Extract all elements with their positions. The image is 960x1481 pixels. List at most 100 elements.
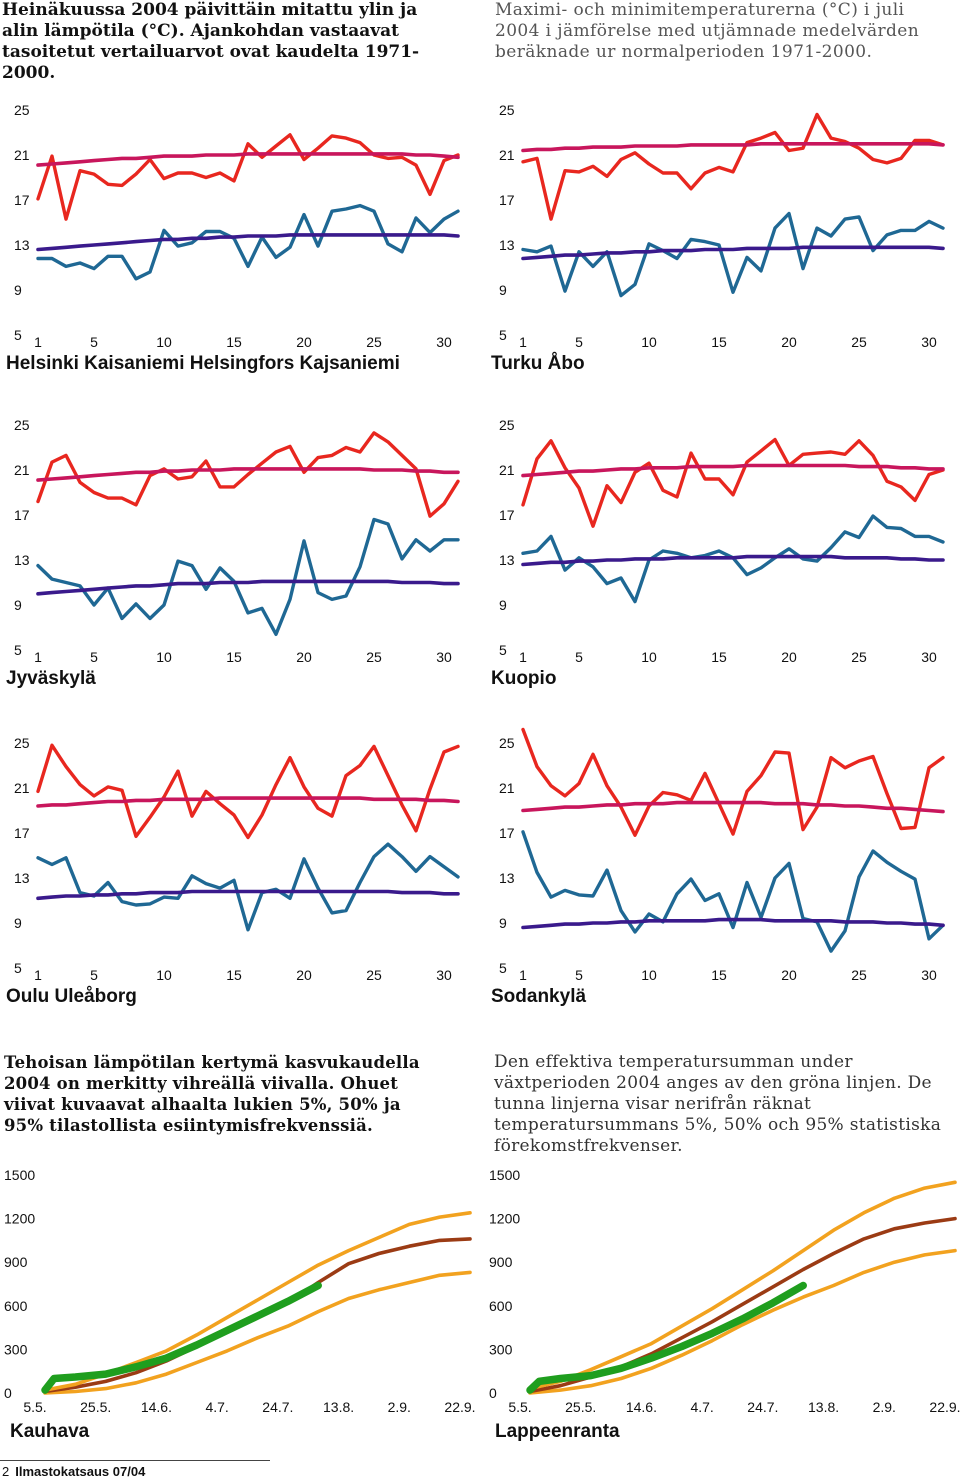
- y-tick-label: 9: [14, 597, 22, 613]
- series-min-line: [521, 211, 945, 298]
- chart-lappeenranta: 1500 1200 900 600 300 0 5.5. 25.5. 14.6. 4.7. 24.7…: [485, 1160, 960, 1460]
- caption-fi-top: Heinäkuussa 2004 päivittäin mitattu ylin…: [2, 0, 420, 83]
- series-normal-min-line: [521, 917, 945, 930]
- y-tick-label: 9: [14, 282, 22, 298]
- series-normal-max-line: [36, 467, 460, 482]
- x-tick-label: 25: [366, 967, 382, 983]
- series-min-line: [36, 517, 460, 637]
- x-tick-label: 10: [641, 334, 657, 350]
- station-label: Sodankylä: [491, 986, 587, 1007]
- x-tick-label: 13.8.: [323, 1399, 354, 1415]
- station-label: Oulu Uleåborg: [6, 986, 137, 1007]
- x-tick-label: 14.6.: [626, 1399, 657, 1415]
- x-tick-label: 20: [781, 649, 797, 665]
- series-min-line: [36, 203, 460, 281]
- series-normal-min-line: [521, 245, 945, 261]
- x-tick-label: 5.5.: [508, 1399, 531, 1415]
- x-tick-label: 10: [641, 967, 657, 983]
- x-tick-label: 15: [226, 649, 242, 665]
- y-tick-label: 0: [489, 1385, 497, 1401]
- y-tick-label: 13: [499, 237, 515, 253]
- x-tick-label: 1: [34, 967, 42, 983]
- chart-sodankyla: 25 21 17 13 9 5 1 5 10 15 20 25 30 Sodankylä: [485, 723, 960, 1023]
- station-label: Helsinki Kaisaniemi Helsingfors Kajsanie…: [6, 353, 400, 374]
- x-tick-label: 4.7.: [205, 1399, 228, 1415]
- y-tick-label: 1200: [4, 1211, 35, 1227]
- x-tick-label: 15: [226, 967, 242, 983]
- caption-fi-middle: Tehoisan lämpötilan kertymä kasvukaudell…: [4, 1053, 420, 1135]
- x-tick-label: 14.6.: [141, 1399, 172, 1415]
- y-tick-label: 17: [14, 825, 30, 841]
- y-tick-label: 1500: [4, 1167, 35, 1183]
- chart-helsinki: 25 21 17 13 9 5 1 5 10 15 20 25 30 Helsinki Kaisaniem…: [0, 90, 480, 390]
- station-label: Kuopio: [491, 668, 557, 689]
- series-normal-max-line: [521, 800, 945, 814]
- y-tick-label: 21: [14, 462, 30, 478]
- x-tick-label: 25.5.: [565, 1399, 596, 1415]
- x-tick-label: 30: [921, 334, 937, 350]
- x-tick-label: 10: [641, 649, 657, 665]
- y-tick-label: 25: [14, 102, 30, 118]
- caption-sv-middle: Den effektiva temperatursumman under väx…: [494, 1052, 942, 1156]
- y-tick-label: 600: [4, 1298, 28, 1314]
- footer: 2 Ilmastokatsaus 07/04: [2, 1464, 145, 1479]
- x-tick-label: 15: [711, 967, 727, 983]
- y-tick-label: 0: [4, 1385, 12, 1401]
- x-tick-label: 1: [519, 334, 527, 350]
- y-tick-label: 17: [499, 825, 515, 841]
- x-tick-label: 10: [156, 649, 172, 665]
- x-tick-label: 5.5.: [23, 1399, 46, 1415]
- y-tick-label: 25: [14, 417, 30, 433]
- y-tick-label: 13: [499, 552, 515, 568]
- chart-kauhava: 1500 1200 900 600 300 0 5.5. 25.5. 14.6. 4.7. 24.7…: [0, 1160, 480, 1460]
- footer-rule: [0, 1460, 270, 1461]
- series-min-line: [36, 842, 460, 932]
- x-tick-label: 5: [90, 967, 98, 983]
- station-label: Kauhava: [10, 1421, 90, 1442]
- station-label: Jyväskylä: [6, 668, 96, 689]
- x-tick-label: 20: [296, 967, 312, 983]
- x-tick-label: 25: [851, 649, 867, 665]
- x-tick-label: 24.7.: [262, 1399, 293, 1415]
- y-tick-label: 9: [499, 597, 507, 613]
- series-normal-min-line: [36, 579, 460, 596]
- series-max-line: [36, 133, 460, 221]
- y-tick-label: 1200: [489, 1211, 520, 1227]
- y-tick-label: 600: [489, 1298, 513, 1314]
- series-normal-max-line: [521, 463, 945, 478]
- x-tick-label: 30: [436, 649, 452, 665]
- x-tick-label: 10: [156, 967, 172, 983]
- y-tick-label: 25: [499, 735, 515, 751]
- series-p5-line: [43, 1270, 472, 1395]
- x-tick-label: 20: [296, 334, 312, 350]
- chart-svg: 1500 1200 900 600 300 0 5.5. 25.5. 14.6. 4.7. 24.7…: [4, 1167, 476, 1415]
- x-tick-label: 30: [436, 967, 452, 983]
- x-tick-label: 10: [156, 334, 172, 350]
- chart-jyvaskyla: 25 21 17 13 9 5 1 5 10 15 20 25 30 Jyväskylä: [0, 405, 480, 705]
- y-tick-label: 13: [499, 870, 515, 886]
- x-tick-label: 5: [575, 967, 583, 983]
- series-p50-line: [528, 1216, 957, 1394]
- x-tick-label: 30: [436, 334, 452, 350]
- y-tick-label: 21: [14, 147, 30, 163]
- series-p95-line: [528, 1180, 957, 1391]
- y-tick-label: 21: [499, 780, 515, 796]
- y-tick-label: 300: [4, 1341, 28, 1357]
- x-tick-label: 15: [711, 334, 727, 350]
- series-sum2004-line: [41, 1281, 322, 1394]
- station-label: Lappeenranta: [495, 1421, 620, 1442]
- y-tick-label: 25: [14, 735, 30, 751]
- x-tick-label: 15: [226, 334, 242, 350]
- station-label: Turku Åbo: [491, 353, 585, 374]
- x-tick-label: 20: [781, 967, 797, 983]
- y-tick-label: 9: [14, 915, 22, 931]
- y-tick-label: 9: [499, 915, 507, 931]
- series-p95-line: [43, 1210, 472, 1392]
- y-tick-label: 1500: [489, 1167, 520, 1183]
- chart-oulu: 25 21 17 13 9 5 1 5 10 15 20 25 30 Oulu Uleåborg: [0, 723, 480, 1023]
- x-tick-label: 30: [921, 649, 937, 665]
